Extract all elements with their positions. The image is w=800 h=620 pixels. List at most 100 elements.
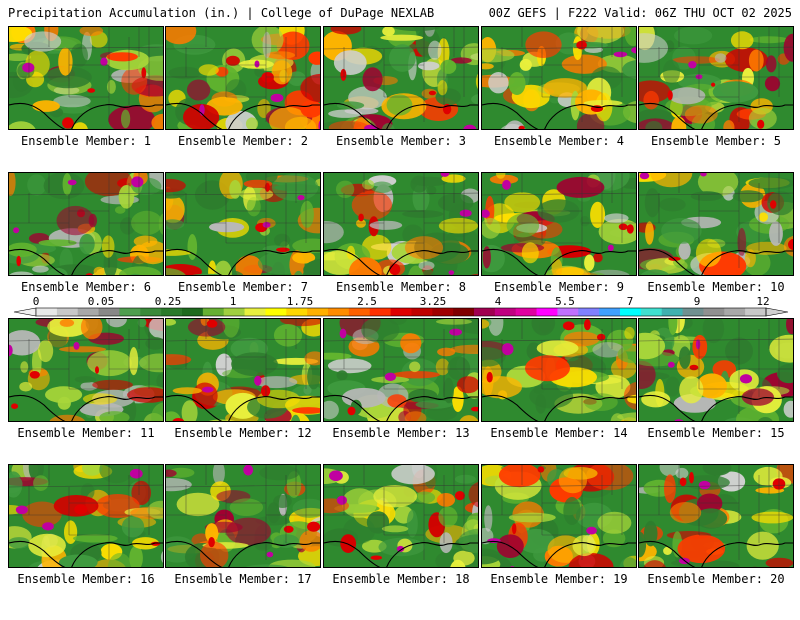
precipitation-field [166, 27, 321, 130]
colorbar-swatch [411, 308, 432, 316]
colorbar-swatch [474, 308, 495, 316]
precipitation-map [323, 26, 479, 130]
ensemble-member-panel: Ensemble Member: 19 [481, 464, 637, 620]
ensemble-member-label: Ensemble Member: 10 [638, 280, 794, 294]
colorbar-swatch [703, 308, 724, 316]
colorbar-swatch [307, 308, 328, 316]
colorbar-swatch [224, 308, 245, 316]
ensemble-member-label: Ensemble Member: 18 [323, 572, 479, 586]
precipitation-field [482, 173, 637, 276]
colorbar-min-arrow [14, 308, 36, 316]
precipitation-field [9, 319, 164, 422]
precipitation-map [481, 26, 637, 130]
colorbar-swatch [578, 308, 599, 316]
precipitation-map [481, 172, 637, 276]
precipitation-field [639, 27, 794, 130]
ensemble-member-panel: Ensemble Member: 18 [323, 464, 479, 620]
map-title: Precipitation Accumulation (in.) | Colle… [8, 6, 434, 20]
colorbar-tick-label: 2.5 [357, 296, 377, 308]
ensemble-member-label: Ensemble Member: 16 [8, 572, 164, 586]
precipitation-field [166, 319, 321, 422]
colorbar-tick-label: 0.25 [155, 296, 182, 308]
ensemble-member-panel: Ensemble Member: 15 [638, 318, 794, 474]
colorbar-tick-label: 0 [33, 296, 40, 308]
colorbar-swatch [57, 308, 78, 316]
ensemble-member-label: Ensemble Member: 20 [638, 572, 794, 586]
colorbar-tick-label: 0.05 [88, 296, 115, 308]
colorbar-swatch [453, 308, 474, 316]
colorbar-swatch [119, 308, 140, 316]
precipitation-map [8, 172, 164, 276]
precipitation-map [638, 464, 794, 568]
precipitation-field [482, 319, 637, 422]
colorbar-swatch [495, 308, 516, 316]
precipitation-field [166, 173, 321, 276]
precipitation-field [324, 27, 479, 130]
ensemble-member-panel: Ensemble Member: 4 [481, 26, 637, 182]
precipitation-map [481, 318, 637, 422]
ensemble-member-label: Ensemble Member: 3 [323, 134, 479, 148]
colorbar-swatch [745, 308, 766, 316]
run-valid-time: 00Z GEFS | F222 Valid: 06Z THU OCT 02 20… [489, 6, 792, 20]
precipitation-map [8, 26, 164, 130]
ensemble-member-label: Ensemble Member: 5 [638, 134, 794, 148]
ensemble-member-label: Ensemble Member: 15 [638, 426, 794, 440]
colorbar-swatch [78, 308, 99, 316]
ensemble-member-panel: Ensemble Member: 3 [323, 26, 479, 182]
ensemble-member-label: Ensemble Member: 11 [8, 426, 164, 440]
ensemble-member-label: Ensemble Member: 1 [8, 134, 164, 148]
ensemble-member-label: Ensemble Member: 17 [165, 572, 321, 586]
colorbar-swatch [599, 308, 620, 316]
ensemble-member-panel: Ensemble Member: 14 [481, 318, 637, 474]
precipitation-map [165, 318, 321, 422]
colorbar-tick-label: 7 [627, 296, 634, 308]
precipitation-map [323, 318, 479, 422]
ensemble-member-panel: Ensemble Member: 11 [8, 318, 164, 474]
precipitation-field [166, 465, 321, 568]
precipitation-map [638, 172, 794, 276]
precipitation-map [323, 464, 479, 568]
colorbar-swatch [391, 308, 412, 316]
precipitation-field [639, 173, 794, 276]
colorbar-swatch [370, 308, 391, 316]
precipitation-field [482, 465, 637, 568]
colorbar-tick-label: 5.5 [555, 296, 575, 308]
ensemble-member-panel: Ensemble Member: 17 [165, 464, 321, 620]
colorbar-tick-label: 1 [230, 296, 237, 308]
ensemble-member-label: Ensemble Member: 9 [481, 280, 637, 294]
ensemble-member-label: Ensemble Member: 12 [165, 426, 321, 440]
precipitation-field [9, 27, 164, 130]
ensemble-member-label: Ensemble Member: 13 [323, 426, 479, 440]
colorbar-max-arrow [766, 308, 788, 316]
ensemble-member-label: Ensemble Member: 19 [481, 572, 637, 586]
colorbar-tick-label: 3.25 [420, 296, 447, 308]
precipitation-field [639, 319, 794, 422]
precipitation-map [8, 464, 164, 568]
precipitation-map [165, 464, 321, 568]
precipitation-map [323, 172, 479, 276]
colorbar-swatch [516, 308, 537, 316]
precipitation-map [638, 318, 794, 422]
precipitation-field [639, 465, 794, 568]
precipitation-map [638, 26, 794, 130]
colorbar-swatch [557, 308, 578, 316]
precipitation-map [8, 318, 164, 422]
precipitation-map [165, 172, 321, 276]
colorbar-swatch [245, 308, 266, 316]
color-legend [0, 294, 800, 318]
colorbar-swatch [286, 308, 307, 316]
colorbar-swatch [36, 308, 57, 316]
colorbar-tick-label: 1.75 [287, 296, 314, 308]
ensemble-member-panel: Ensemble Member: 2 [165, 26, 321, 182]
colorbar-swatch [140, 308, 161, 316]
precipitation-field [9, 173, 164, 276]
colorbar-swatch [265, 308, 286, 316]
ensemble-member-label: Ensemble Member: 2 [165, 134, 321, 148]
ensemble-member-panel: Ensemble Member: 16 [8, 464, 164, 620]
colorbar-swatch [328, 308, 349, 316]
ensemble-member-label: Ensemble Member: 6 [8, 280, 164, 294]
colorbar-swatch [349, 308, 370, 316]
colorbar-swatch [620, 308, 641, 316]
precipitation-field [324, 465, 479, 568]
ensemble-member-panel: Ensemble Member: 5 [638, 26, 794, 182]
